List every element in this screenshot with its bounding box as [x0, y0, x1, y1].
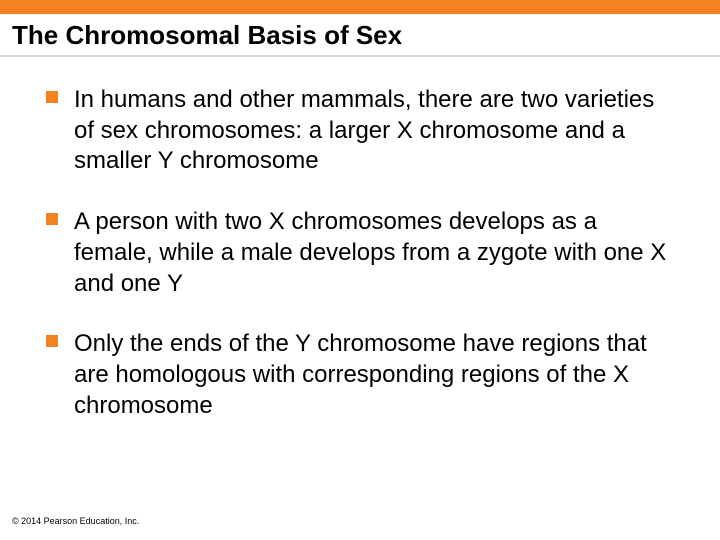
slide: The Chromosomal Basis of Sex In humans a… — [0, 0, 720, 540]
accent-bar — [0, 0, 720, 14]
slide-title: The Chromosomal Basis of Sex — [0, 14, 720, 53]
bullet-item: Only the ends of the Y chromosome have r… — [40, 329, 680, 421]
bullet-text: A person with two X chromosomes develops… — [74, 208, 666, 296]
bullet-list: In humans and other mammals, there are t… — [40, 85, 680, 421]
content-area: In humans and other mammals, there are t… — [0, 57, 720, 421]
square-bullet-icon — [46, 91, 58, 103]
bullet-text: In humans and other mammals, there are t… — [74, 86, 654, 174]
bullet-text: Only the ends of the Y chromosome have r… — [74, 330, 647, 418]
copyright-text: © 2014 Pearson Education, Inc. — [12, 516, 139, 526]
square-bullet-icon — [46, 213, 58, 225]
square-bullet-icon — [46, 335, 58, 347]
bullet-item: A person with two X chromosomes develops… — [40, 207, 680, 299]
bullet-item: In humans and other mammals, there are t… — [40, 85, 680, 177]
